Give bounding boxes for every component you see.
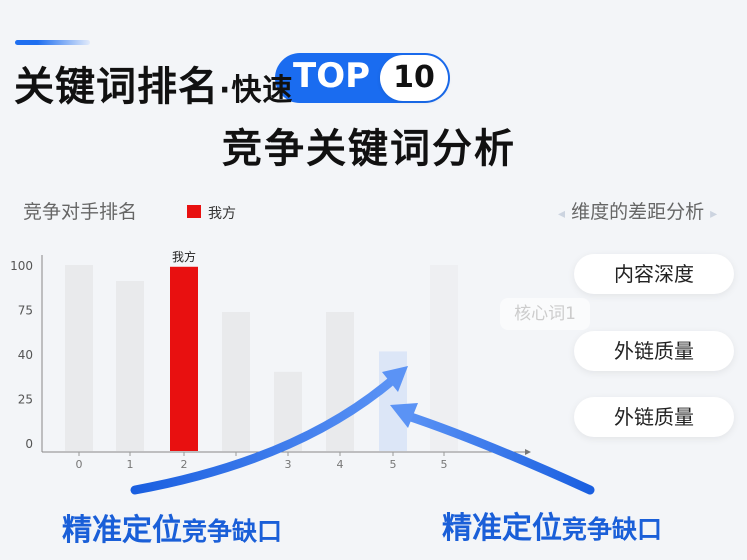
caption-right: 精准定位竞争缺口 bbox=[442, 503, 662, 547]
gap-analysis-label: ◂ 维度的差距分析 ▸ bbox=[558, 197, 717, 224]
bar-7 bbox=[430, 265, 458, 451]
caption-left-main: 精准定位 bbox=[62, 513, 182, 548]
y-tick-label: 25 bbox=[18, 393, 33, 407]
bar-6 bbox=[379, 351, 407, 451]
dimension-card-backlink-quality[interactable]: 外链质量 bbox=[574, 331, 734, 371]
caption-right-main: 精准定位 bbox=[442, 511, 562, 546]
legend-swatch bbox=[187, 205, 201, 218]
bar-2 bbox=[170, 266, 198, 451]
bar-data-label: 我方 bbox=[172, 249, 196, 264]
x-tick-label: 0 bbox=[76, 458, 83, 471]
bar-5 bbox=[326, 312, 354, 451]
caption-left-sub: 竞争缺口 bbox=[182, 517, 283, 546]
bar-4 bbox=[274, 371, 302, 451]
pill-number: 10 bbox=[380, 55, 448, 101]
left-arrow-icon: ◂ bbox=[558, 206, 566, 222]
dimension-card-backlink-quality-2[interactable]: 外链质量 bbox=[574, 397, 734, 437]
bar-3 bbox=[222, 312, 250, 451]
y-tick-label: 0 bbox=[25, 437, 33, 451]
caption-left: 精准定位竞争缺口 bbox=[62, 505, 282, 549]
x-tick-label: 1 bbox=[127, 458, 134, 471]
competitor-ranking-label: 竞争对手排名 bbox=[23, 201, 138, 223]
gap-analysis-text: 维度的差距分析 bbox=[571, 201, 705, 223]
x-tick-label: 3 bbox=[285, 458, 292, 471]
x-tick-label: 5 bbox=[390, 458, 397, 471]
bar-1 bbox=[116, 281, 144, 451]
y-tick-label: 75 bbox=[18, 304, 33, 318]
ghost-card: 核心词1 bbox=[500, 298, 590, 330]
right-arrow-icon: ▸ bbox=[710, 206, 718, 222]
x-tick-label: 5 bbox=[441, 458, 448, 471]
x-axis-arrow-icon bbox=[525, 449, 531, 455]
y-tick-label: 100 bbox=[10, 259, 33, 273]
subtitle: 竞争关键词分析 bbox=[222, 126, 516, 172]
caption-right-sub: 竞争缺口 bbox=[562, 515, 663, 544]
x-tick-label: 4 bbox=[337, 458, 344, 471]
accent-bar bbox=[15, 40, 90, 45]
legend-label: 我方 bbox=[208, 206, 236, 222]
title-main: 关键词排名 bbox=[14, 64, 219, 110]
page-title: 关键词排名·快速 bbox=[14, 54, 293, 112]
x-tick-label: 2 bbox=[181, 458, 188, 471]
bar-0 bbox=[65, 265, 93, 451]
dimension-card-content-depth[interactable]: 内容深度 bbox=[574, 254, 734, 294]
title-dot: ·快速 bbox=[219, 73, 294, 108]
y-tick-label: 40 bbox=[18, 348, 33, 362]
pill-label: TOP bbox=[293, 56, 371, 96]
